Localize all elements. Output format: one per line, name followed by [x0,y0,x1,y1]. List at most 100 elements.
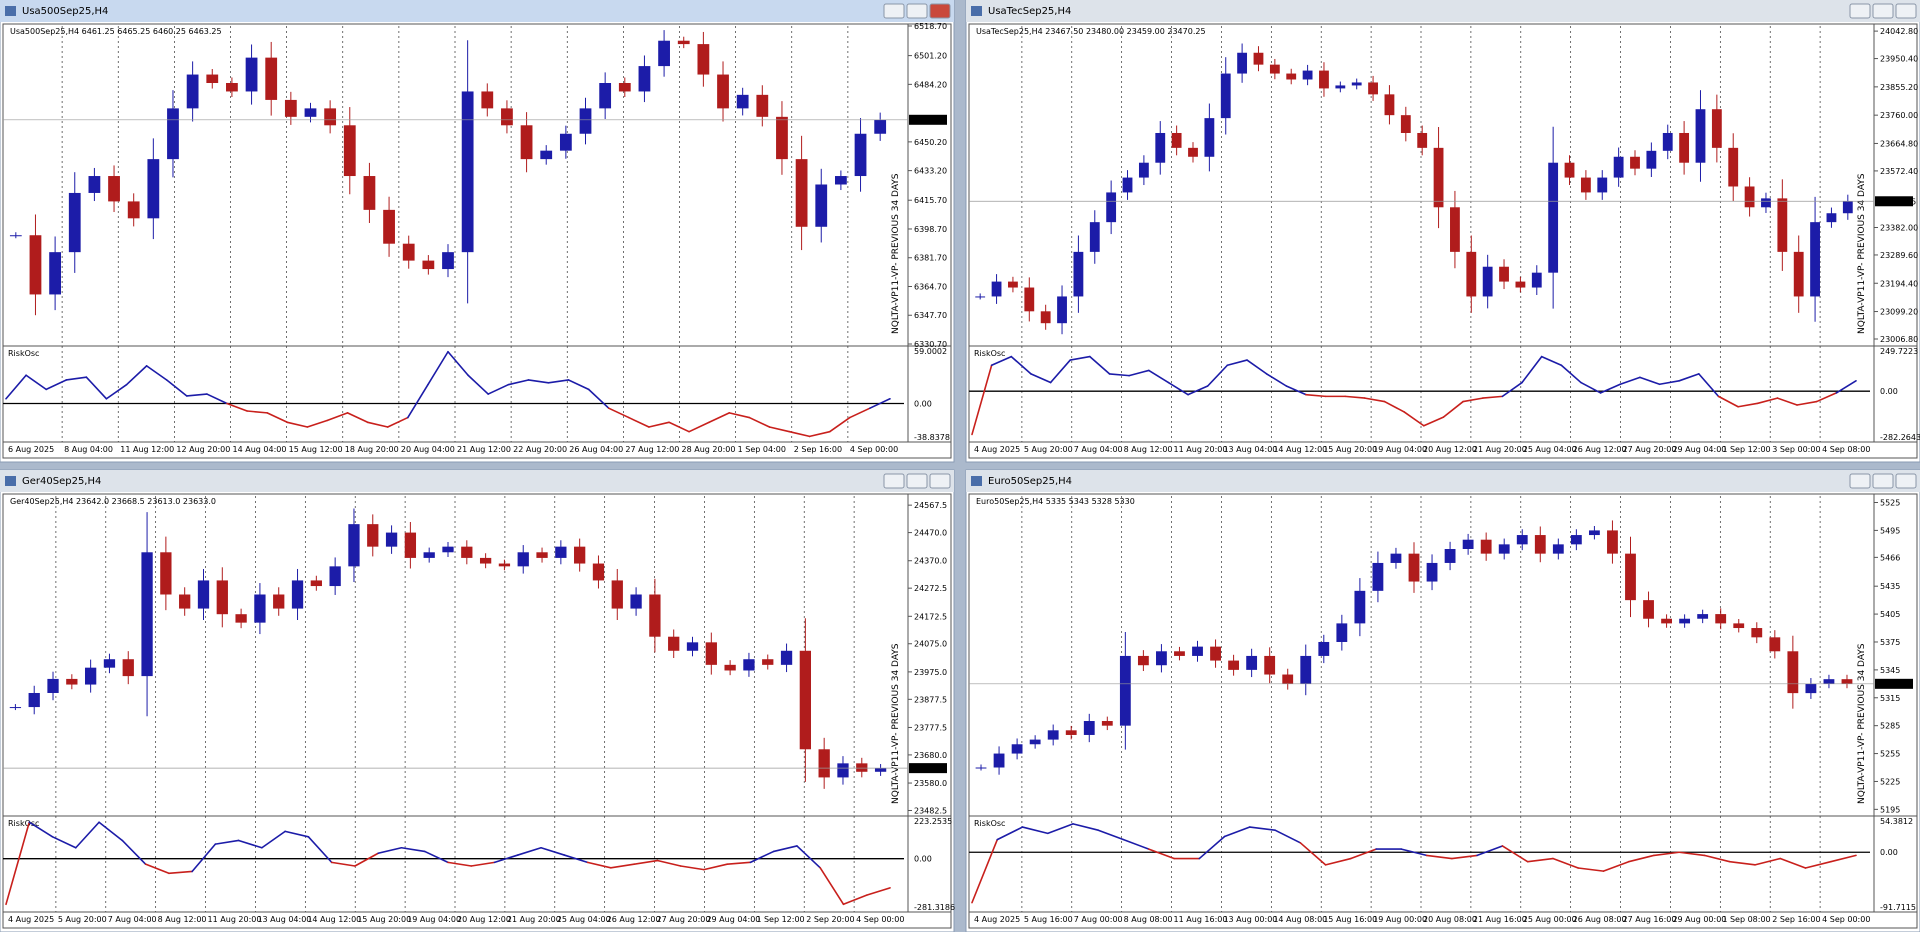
candle-body [442,546,454,553]
osc-line [206,393,228,405]
osc-line [587,388,610,409]
minimize-button[interactable] [883,473,905,489]
price-label: 23760.00 [1880,111,1918,120]
candle-body [206,74,219,84]
osc-line [607,407,630,419]
time-label: 4 Aug 2025 [974,915,1020,924]
candle-body [1253,52,1264,65]
osc-line [407,383,429,419]
close-button[interactable] [1895,473,1917,489]
osc-line [540,846,566,856]
osc-line [121,839,147,865]
chart-window: UsaTecSep25,H4 4 Aug 2025 5 Aug 20:00 7 Aug… [965,0,1920,463]
osc-line [1122,838,1150,850]
candle-body [423,552,435,558]
osc-line [1046,823,1074,835]
osc-line [865,887,891,896]
osc-line [307,836,333,864]
osc-line [648,421,670,428]
candle-body [226,83,238,92]
restore-button[interactable] [1872,473,1894,489]
candle-body [265,57,278,100]
osc-line [346,412,369,424]
candle-body [1384,94,1395,116]
candle-body [1282,674,1294,684]
osc-line [1030,373,1052,384]
window-title: Usa500Sep25,H4 [22,6,108,17]
candle-body [1462,539,1474,549]
candle-body [47,678,59,693]
time-label: 5 Aug 20:00 [58,915,107,924]
osc-line [1344,395,1366,399]
osc-line [1400,848,1428,857]
candle-body [1548,162,1559,273]
minimize-button[interactable] [883,3,905,19]
close-button[interactable] [929,3,951,19]
osc-line [1089,355,1111,375]
osc-line [145,365,168,381]
candle-body [1679,132,1690,163]
price-label: 24075.0 [914,640,947,649]
osc-line [586,861,612,869]
candle-body [762,659,774,665]
candle-body [705,642,717,665]
price-label: 23877.5 [914,695,947,704]
osc-line [427,350,449,386]
candle-body [273,594,285,609]
candle-body [348,524,360,567]
time-label: 8 Aug 04:00 [64,445,113,454]
candle-body [1400,115,1411,133]
time-label: 27 Aug 20:00 [1623,445,1677,454]
osc-line [65,376,88,381]
current-price-label: 23633.0 [912,764,945,773]
osc-name: RiskOsc [974,349,1005,358]
time-label: 7 Aug 04:00 [1074,445,1123,454]
candle-body [103,659,116,668]
osc-line [1476,845,1504,857]
close-button[interactable] [1895,3,1917,19]
osc-line [748,416,771,428]
osc-line [1560,364,1582,384]
candle-body [1531,272,1542,288]
time-label: 8 Aug 08:00 [1124,915,1173,924]
window-icon [971,6,982,16]
osc-label: -91.7115 [1880,903,1916,912]
current-price-label: 5330 [1878,680,1898,689]
minimize-button[interactable] [1849,3,1871,19]
price-label: 23382.00 [1880,223,1918,232]
candle-body [1351,82,1362,86]
osc-line [1299,841,1327,866]
candle-body [1597,177,1608,193]
price-label: 5525 [1880,499,1900,508]
restore-button[interactable] [906,473,928,489]
time-label: 26 Aug 12:00 [1573,445,1627,454]
candle-body [834,176,847,185]
candle-body [127,201,140,219]
osc-line [306,419,329,428]
osc-line [45,379,68,391]
time-label: 8 Aug 12:00 [158,915,207,924]
candle-body [1210,646,1221,661]
candle-body [1450,207,1460,252]
price-label: 23580.0 [914,779,947,788]
candle-body [1564,162,1575,178]
price-label: 23099.20 [1880,308,1918,317]
osc-line [1249,826,1276,832]
quote-line: UsaTecSep25,H4 23467.50 23480.00 23459.0… [976,27,1206,36]
chart-window: Usa500Sep25,H4 6 Aug 2025 8 Aug 04:00 11 Au… [0,0,955,463]
candle-body [1228,660,1240,670]
minimize-button[interactable] [1849,473,1871,489]
time-label: 1 Sep 08:00 [1722,915,1770,924]
osc-line [828,416,851,433]
restore-button[interactable] [1872,3,1894,19]
osc-label: 0.00 [1880,848,1898,857]
restore-button[interactable] [906,3,928,19]
osc-line [1521,355,1543,384]
osc-line [507,379,530,386]
candle-body [743,659,755,671]
close-button[interactable] [929,473,951,489]
chart-area [968,23,1918,459]
candle-body [517,552,529,567]
candle-body [1390,553,1402,563]
title-bar [0,0,954,22]
